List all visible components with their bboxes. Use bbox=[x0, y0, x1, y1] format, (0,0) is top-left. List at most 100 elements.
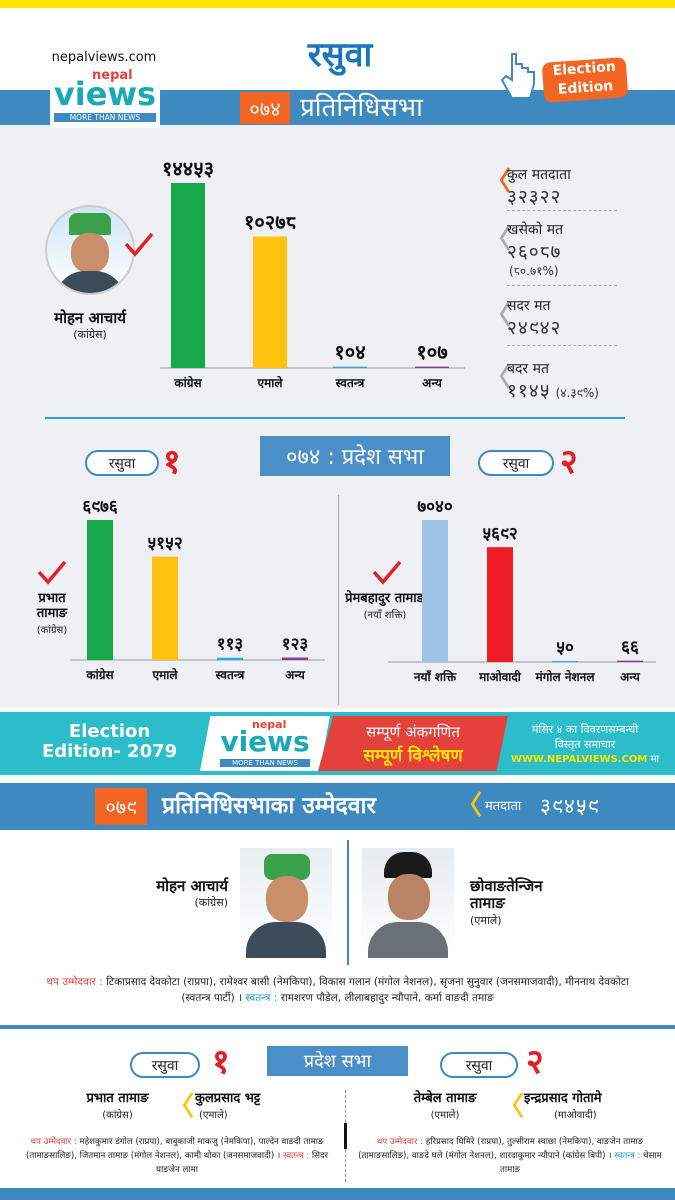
winner: मोहन आचार्य (कांग्रेस) bbox=[30, 309, 150, 342]
category-label: स्वतन्त्र bbox=[215, 668, 245, 682]
separator bbox=[507, 210, 617, 211]
candidate: इन्द्रप्रसाद गोतामे (माओवादी) bbox=[524, 1091, 654, 1121]
chart: १४४५३ १०२७८ १०४ १०७ कांग्रेस एमाले स्वतन्त्र अन… bbox=[160, 150, 465, 400]
others-list: महेशकुमार डंगोल (राप्रपा), बाबुकाजी माकज… bbox=[25, 1137, 324, 1161]
check-mark bbox=[372, 560, 402, 585]
category-label: एमाले bbox=[152, 668, 178, 682]
photo-body bbox=[55, 271, 125, 293]
banner-url-suffix: मा bbox=[650, 754, 660, 765]
winner-name: प्रभात तामाङ bbox=[36, 591, 68, 621]
constituency-number: १ bbox=[163, 442, 181, 482]
candidate-party: (कांग्रेस) bbox=[102, 1109, 133, 1121]
squiggle: 〈 bbox=[456, 791, 483, 821]
banner-note-line: विस्तृत समाचार bbox=[554, 738, 616, 751]
district-title: रसुवा bbox=[307, 35, 373, 75]
independent-label: स्वतन्त्र : bbox=[245, 992, 278, 1005]
candidate: छोवाङतेन्जिन तामाङ (एमाले) bbox=[470, 877, 580, 928]
value-label: १०२७८ bbox=[244, 210, 296, 234]
squiggle: 〈 bbox=[485, 363, 512, 393]
constituency-pill: रसुवा bbox=[478, 450, 554, 476]
independent-list: सिदर याङजेन लामा bbox=[156, 1150, 329, 1175]
photo-cap bbox=[384, 852, 432, 878]
year-box: ०७४ bbox=[240, 92, 290, 124]
constituency-number: २ bbox=[526, 1042, 544, 1082]
banner-red: सम्पूर्ण अंकगणित सम्पूर्ण विश्लेषण bbox=[318, 716, 508, 771]
plot: १४४५३ १०२७८ १०४ १०७ bbox=[160, 157, 465, 369]
squiggle: 〈 bbox=[168, 1092, 195, 1122]
other-candidates: थप उम्मेदवार : टिकाप्रसाद देवकोटा (राप्र… bbox=[30, 974, 645, 1007]
candidate-photo bbox=[362, 848, 454, 958]
constituency-pill: रसुवा bbox=[85, 450, 159, 476]
category-label: माओवादी bbox=[479, 670, 521, 684]
banner-url: WWW.NEPALVIEWS.COM bbox=[510, 754, 648, 765]
banner-note-line: मंसिर ४ का विवरणसम्बन्धी bbox=[531, 723, 639, 736]
chart: ६९७६ ५१५२ ११३ १२३ कांग्रेस एमाले स्वतन्त्र अन्य bbox=[70, 495, 330, 705]
divider bbox=[45, 417, 625, 419]
candidate: मोहन आचार्य (कांग्रेस) bbox=[120, 877, 228, 910]
value-label: ६६ bbox=[621, 638, 639, 658]
other-candidates: थप उम्मेदवार : महेशकुमार डंगोल (राप्रपा)… bbox=[18, 1136, 336, 1177]
squiggle: 〈 bbox=[485, 301, 512, 331]
banner-edition: Election Edition- 2079 bbox=[42, 722, 177, 762]
winner-party: (नयाँ शक्ति) bbox=[363, 609, 407, 621]
category-label: कांग्रेस bbox=[86, 668, 114, 682]
voters-value: ३९४५९ bbox=[540, 794, 600, 818]
banner-line: सम्पूर्ण अंकगणित bbox=[366, 723, 460, 741]
bar bbox=[617, 660, 643, 662]
winner-party: (कांग्रेस) bbox=[36, 624, 68, 636]
independent-list: चेसाम तामाङ bbox=[500, 1150, 662, 1175]
others-label: थप उम्मेदवार : bbox=[30, 1137, 77, 1147]
site-url: nepalviews.com bbox=[51, 50, 157, 65]
candidate-name: इन्द्रप्रसाद गोतामे bbox=[524, 1091, 602, 1106]
section-title: प्रतिनिधिसभाका उम्मेदवार bbox=[162, 793, 376, 819]
category-label: अन्य bbox=[422, 376, 442, 390]
stat-label: खसेको मत bbox=[507, 222, 564, 238]
candidate-name: तेम्बेल तामाङ bbox=[413, 1091, 477, 1106]
voters-label: मतदाता bbox=[485, 799, 522, 814]
other-candidates: थप उम्मेदवार : हरिप्रसाद घिमिरे (राप्रपा… bbox=[355, 1136, 665, 1177]
constituency-pill: रसुवा bbox=[440, 1052, 518, 1078]
squiggle: 〈 bbox=[498, 1092, 525, 1122]
bar bbox=[422, 520, 448, 662]
category-label: एमाले bbox=[257, 376, 283, 390]
candidate: तेम्बेल तामाङ (एमाले) bbox=[395, 1091, 495, 1121]
top-stripe bbox=[0, 0, 675, 8]
candidate: प्रभात तामाङ (कांग्रेस) bbox=[70, 1091, 165, 1121]
logo-tag: MORE THAN NEWS bbox=[220, 759, 310, 767]
photo-cap bbox=[69, 213, 111, 235]
value-label: ५० bbox=[556, 638, 574, 658]
chart: ७०४० ५६९२ ५० ६६ नयाँ शक्ति माओवादी मंगोल नेशनल… bbox=[388, 495, 658, 705]
squiggle: 〈 bbox=[485, 167, 512, 197]
banner-edition-line: Edition- 2079 bbox=[42, 741, 178, 762]
logo-top: nepal bbox=[252, 718, 287, 731]
others-list: हरिप्रसाद घिमिरे (राप्रपा), तुल्सीराम स्… bbox=[358, 1137, 644, 1161]
stat-value: ३२३२२ bbox=[507, 186, 562, 208]
banner-line: सम्पूर्ण विश्लेषण bbox=[363, 746, 463, 766]
hand-icon bbox=[500, 53, 535, 99]
stat-note: (४.३९%) bbox=[555, 386, 599, 400]
plot: ७०४० ५६९२ ५० ६६ bbox=[388, 497, 656, 663]
bar bbox=[253, 236, 287, 368]
independent-list: रामशरण पौडेल, लीलाबहादुर न्यौपाने, कर्मा… bbox=[280, 992, 494, 1005]
category-label: अन्य bbox=[285, 668, 305, 682]
value-label: १०७ bbox=[416, 340, 447, 364]
bar bbox=[87, 520, 113, 660]
province-title: प्रदेश सभा bbox=[267, 1046, 408, 1076]
candidate-party: (एमाले) bbox=[430, 1109, 460, 1121]
category-label: मंगोल नेशनल bbox=[535, 670, 595, 684]
divider bbox=[338, 495, 339, 705]
constituency-number: १ bbox=[212, 1042, 230, 1082]
winner-name: मोहन आचार्य bbox=[54, 309, 126, 327]
stat-note: (८०.७१%) bbox=[509, 264, 559, 278]
stat-value: २४९४२ bbox=[507, 317, 562, 339]
candidate-name: मोहन आचार्य bbox=[156, 877, 228, 895]
others-label: थप उम्मेदवार : bbox=[376, 1137, 423, 1147]
value-label: ५६९२ bbox=[482, 524, 517, 544]
candidate-party: (एमाले) bbox=[199, 1109, 228, 1121]
photo-body bbox=[246, 922, 326, 958]
candidate-photo bbox=[240, 848, 332, 958]
value-label: १४४५३ bbox=[162, 157, 214, 181]
photo-body bbox=[368, 922, 448, 958]
winner-photo bbox=[45, 205, 135, 295]
year-box: ०७९ bbox=[95, 788, 147, 825]
